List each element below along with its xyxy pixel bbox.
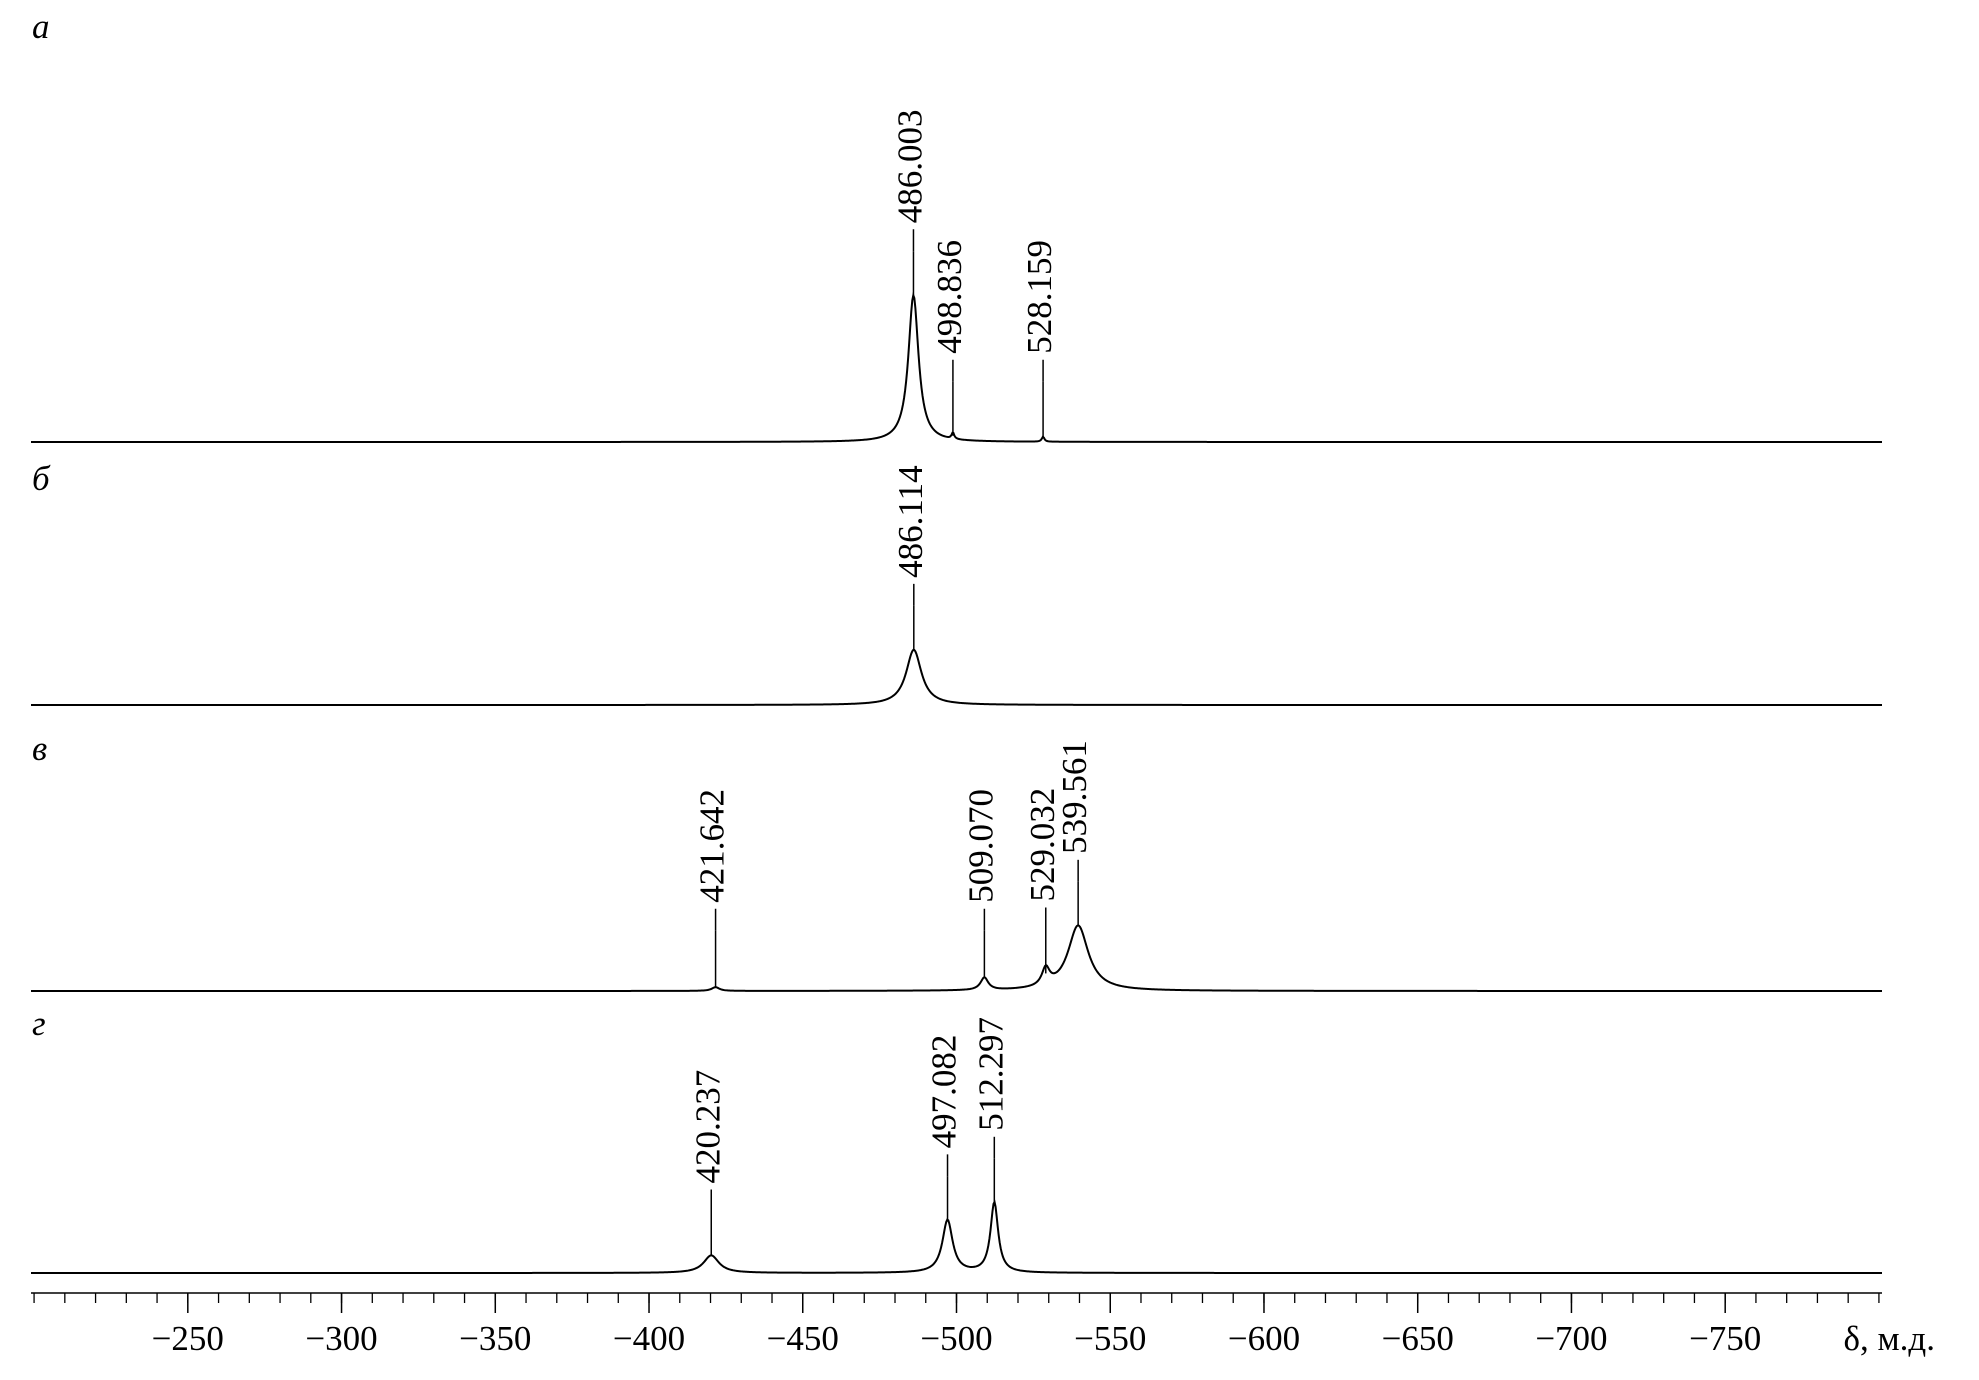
peak-label: 486.114	[891, 465, 930, 577]
x-tick-label: −700	[1535, 1319, 1607, 1358]
x-tick-label: −400	[613, 1319, 685, 1358]
x-tick-label: −750	[1689, 1319, 1761, 1358]
x-tick-label: −450	[767, 1319, 839, 1358]
peak-label: 497.082	[925, 1035, 964, 1149]
peak-label: 420.237	[688, 1070, 727, 1184]
x-tick-label: −300	[305, 1319, 377, 1358]
peak-label: 486.003	[890, 109, 929, 223]
spectrum-trace	[31, 648, 1882, 706]
peak-label: 528.159	[1020, 240, 1059, 354]
spectrum-trace	[31, 924, 1882, 992]
x-tick-label: −500	[920, 1319, 992, 1358]
spectrum-trace	[31, 291, 1882, 443]
panel-label: б	[32, 459, 51, 498]
peak-label: 421.642	[693, 789, 732, 903]
x-tick-label: −250	[152, 1319, 224, 1358]
x-tick-label: −350	[459, 1319, 531, 1358]
panel-label: г	[32, 1004, 46, 1043]
peak-label: 529.032	[1023, 788, 1062, 902]
peak-label: 498.836	[930, 240, 969, 354]
x-tick-label: −550	[1074, 1319, 1146, 1358]
x-tick-label: −650	[1382, 1319, 1454, 1358]
peak-label: 509.070	[961, 789, 1000, 903]
x-tick-label: −600	[1228, 1319, 1300, 1358]
peak-label: 512.297	[971, 1017, 1010, 1131]
panel-label: в	[32, 729, 47, 768]
panel-label: а	[32, 7, 50, 46]
peak-label: 539.561	[1055, 740, 1094, 854]
x-axis-label: δ, м.д.	[1844, 1319, 1935, 1358]
spectrum-trace	[31, 1199, 1882, 1274]
